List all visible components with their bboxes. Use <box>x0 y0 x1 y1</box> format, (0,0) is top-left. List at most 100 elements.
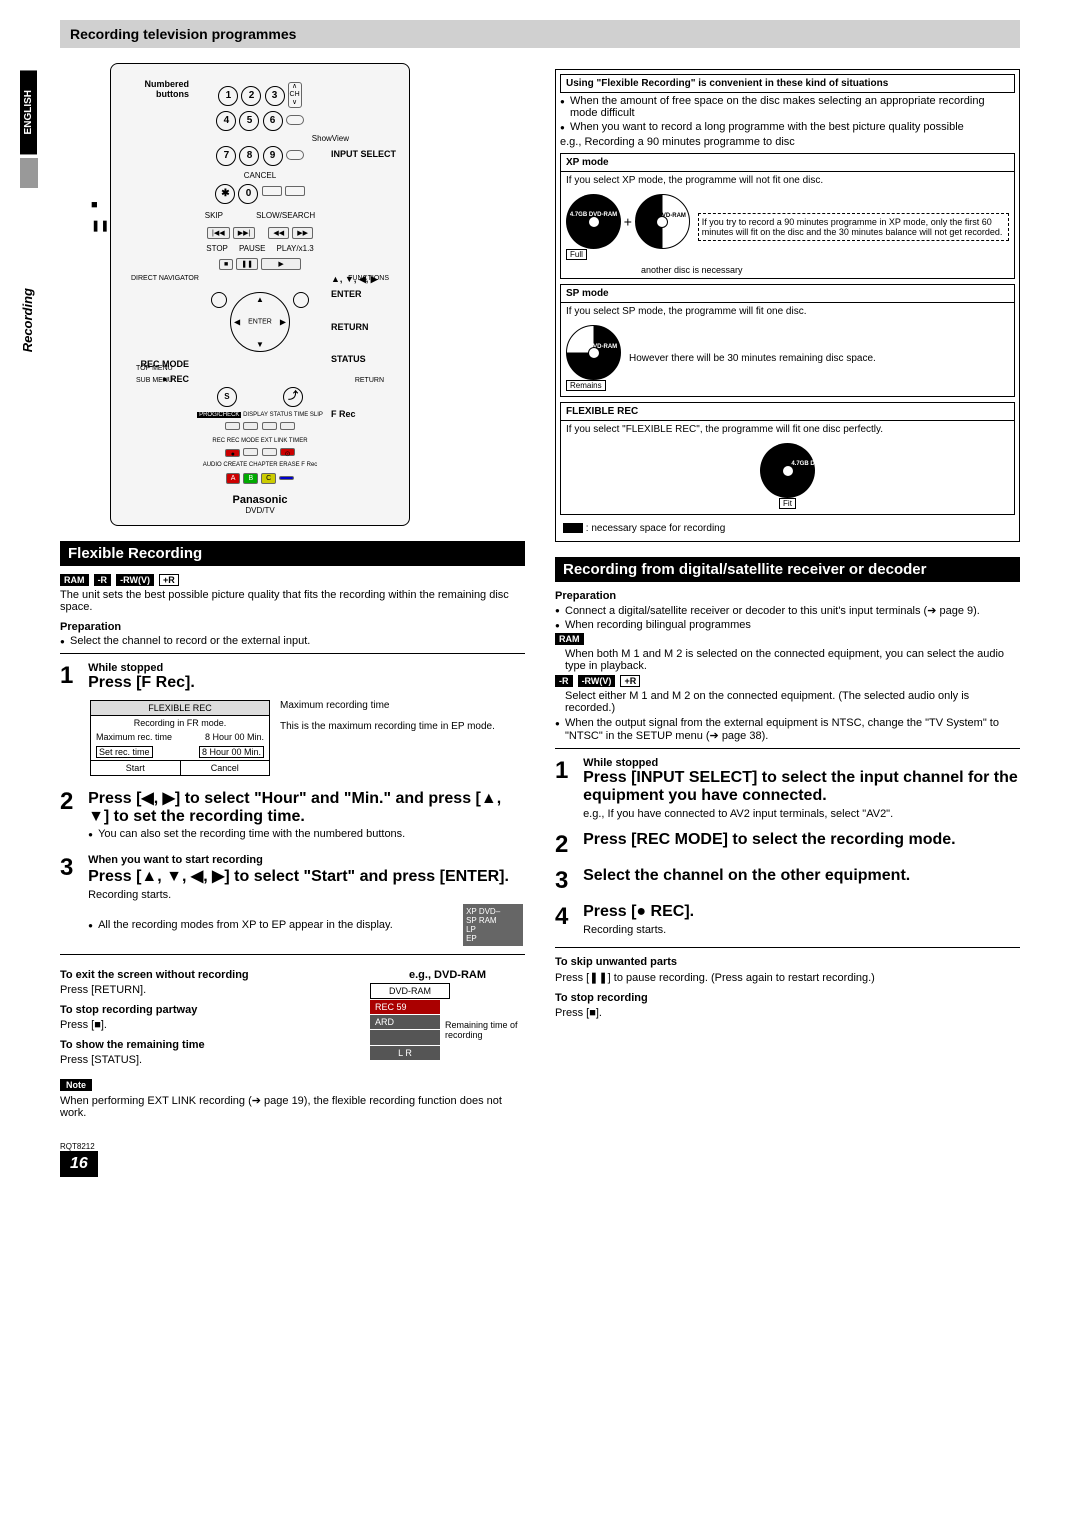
btn-c: C <box>261 473 276 484</box>
rec-mode-label: REC MODE <box>140 359 189 369</box>
rec-tiny: REC <box>212 438 225 444</box>
rec-label: ● REC <box>162 374 189 384</box>
badge-rwv: -RW(V) <box>116 574 154 586</box>
eg-h: e.g., DVD-RAM <box>370 969 525 981</box>
rqt-code: RQT8212 <box>60 1142 1020 1151</box>
audio-label: AUDIO <box>203 462 222 468</box>
step-1-num: 1 <box>60 662 85 690</box>
step-1-title: Press [F Rec]. <box>88 674 195 691</box>
sit-b1: When the amount of free space on the dis… <box>560 95 1015 119</box>
btn-a: A <box>226 473 241 484</box>
sp-remains: Remains <box>566 380 606 391</box>
step-3-para: Recording starts. <box>88 889 523 901</box>
enter-label: ENTER <box>331 289 362 299</box>
ntsc-note: When the output signal from the external… <box>555 717 1020 742</box>
flexible-rec-dialog: FLEXIBLE REC Recording in FR mode. Maxim… <box>90 700 270 776</box>
section-tab: Recording <box>20 288 35 352</box>
btn-b: B <box>243 473 258 484</box>
disp-l2: REC 59 <box>370 1000 440 1014</box>
flexible-recording-header: Flexible Recording <box>60 541 525 566</box>
num-9: 9 <box>263 146 283 166</box>
exit-h: To exit the screen without recording <box>60 969 350 981</box>
set-val: 8 Hour 00 Min. <box>199 746 264 758</box>
badge-r: -R <box>94 574 112 586</box>
step-2-num: 2 <box>60 788 85 816</box>
start-btn: Start <box>91 760 181 775</box>
show-h: To show the remaining time <box>60 1039 350 1051</box>
lang-tab: ENGLISH <box>20 70 37 154</box>
legend: : necessary space for recording <box>586 523 726 534</box>
sit-eg: e.g., Recording a 90 minutes programme t… <box>560 136 1015 148</box>
situations-header: Using "Flexible Recording" is convenient… <box>560 74 1015 93</box>
fr-desc: If you select "FLEXIBLE REC", the progra… <box>561 421 1014 438</box>
max-val: 8 Hour 00 Min. <box>205 732 264 742</box>
direct-nav-label: DIRECT NAVIGATOR <box>131 275 199 282</box>
num-8: 8 <box>239 146 259 166</box>
dialog-mode: Recording in FR mode. <box>91 716 269 730</box>
preparation-h: Preparation <box>60 621 525 633</box>
xp-title: XP mode <box>561 154 1014 172</box>
sp-note: However there will be 30 minutes remaini… <box>629 353 876 364</box>
note-text: When performing EXT LINK recording (➔ pa… <box>60 1094 525 1119</box>
badge-ram: RAM <box>60 574 89 586</box>
skip-h: To skip unwanted parts <box>555 956 1020 968</box>
dig-prep1: Connect a digital/satellite receiver or … <box>555 604 1020 617</box>
arrows-label: ▲, ▼, ◀, ▶ <box>331 274 378 285</box>
dvdtv: DVD/TV <box>121 506 399 515</box>
progcheck-label: PROG/CHECK <box>197 412 241 418</box>
dig-prep2: When recording bilingual programmes <box>555 619 1020 631</box>
badge-rwv-2: -RW(V) <box>578 675 616 687</box>
page-number: 16 <box>60 1151 98 1177</box>
badge-plusr: +R <box>159 574 179 586</box>
set-label: Set rec. time <box>96 746 153 758</box>
sp-title: SP mode <box>561 285 1014 303</box>
brand: Panasonic <box>121 494 399 506</box>
num-1: 1 <box>218 86 238 106</box>
status-tiny: STATUS <box>270 412 293 418</box>
timer-label: TIMER <box>289 438 308 444</box>
anno-ep: This is the maximum recording time in EP… <box>280 721 495 732</box>
cancel-btn-dialog: Cancel <box>181 760 270 775</box>
xp-note: If you try to record a 90 minutes progra… <box>698 213 1009 241</box>
num-6: 6 <box>263 111 283 131</box>
disp-l3: ARD <box>370 1015 440 1029</box>
step-2-bullet: You can also set the recording time with… <box>88 828 523 840</box>
remote-control-diagram: Numbered buttons 1 2 3 ∧CH∨ 4 5 6 ShowVi… <box>110 63 410 526</box>
skip-label: SKIP <box>205 211 223 220</box>
note-badge: Note <box>60 1079 92 1091</box>
sp-desc: If you select SP mode, the programme wil… <box>561 303 1014 320</box>
dig-step-2-title: Press [REC MODE] to select the recording… <box>583 831 956 848</box>
slow-label: SLOW/SEARCH <box>256 211 315 220</box>
xp-desc: If you select XP mode, the programme wil… <box>561 172 1014 189</box>
situations-box: Using "Flexible Recording" is convenient… <box>555 69 1020 542</box>
recmode-tiny: REC MODE <box>227 438 259 444</box>
dig-stop-t: Press [■]. <box>555 1007 1020 1019</box>
exit-t: Press [RETURN]. <box>60 984 350 996</box>
anno-max: Maximum recording time <box>280 700 495 711</box>
display-label: DISPLAY <box>243 412 268 418</box>
enter-center: ENTER <box>248 319 272 326</box>
fr-fit: Fit <box>779 498 796 509</box>
badge-r-2: -R <box>555 675 573 687</box>
status-label: STATUS <box>331 354 366 364</box>
step-3-num: 3 <box>60 854 85 882</box>
dig-step-2-num: 2 <box>555 831 580 859</box>
r-note: Select either M 1 and M 2 on the connect… <box>565 690 1020 714</box>
dig-step-4-para: Recording starts. <box>583 924 1018 936</box>
num-3: 3 <box>265 86 285 106</box>
dig-step-1-num: 1 <box>555 757 580 785</box>
dig-prep-h: Preparation <box>555 590 1020 602</box>
frec-tiny: F Rec <box>301 462 317 468</box>
disp-l4: L R <box>370 1046 440 1060</box>
dig-step-1-title: Press [INPUT SELECT] to select the input… <box>583 769 1018 804</box>
num-2: 2 <box>241 86 261 106</box>
step-3-bullet: All the recording modes from XP to EP ap… <box>88 919 453 931</box>
play-label: PLAY/x1.3 <box>277 244 314 253</box>
side-block <box>20 158 38 188</box>
stop-h: To stop recording partway <box>60 1004 350 1016</box>
num-0: 0 <box>238 184 258 204</box>
chapter-label: CREATE CHAPTER <box>223 462 277 468</box>
fr-title: FLEXIBLE REC <box>561 403 1014 421</box>
fr-disc: 4.7GB DVD-RAM <box>788 461 843 467</box>
stop-label: STOP <box>206 244 228 253</box>
